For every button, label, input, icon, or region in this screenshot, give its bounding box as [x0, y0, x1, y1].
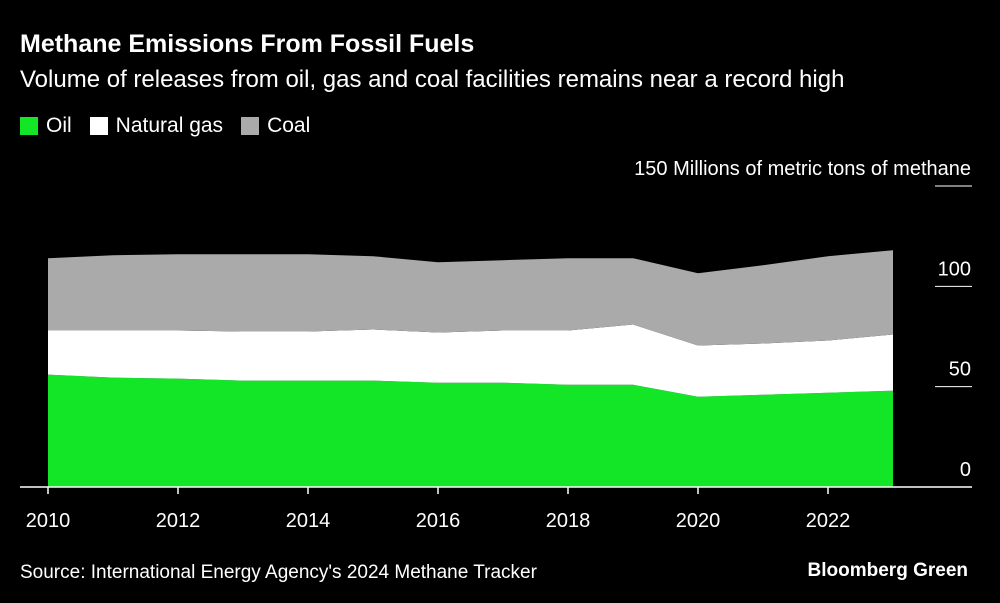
legend-swatch-natural-gas — [89, 117, 108, 135]
legend-label-coal: Coal — [267, 114, 311, 137]
y-tick-label-150: 150 Millions of metric tons of methane — [634, 158, 971, 180]
source-note: Source: International Energy Agency's 20… — [20, 562, 537, 583]
chart-title: Methane Emissions From Fossil Fuels — [20, 30, 475, 58]
x-tick-label-2014: 2014 — [286, 510, 331, 532]
legend-swatch-coal — [241, 117, 260, 135]
area-oil — [48, 374, 893, 487]
y-tick-label-0: 0 — [960, 459, 971, 481]
x-tick-label-2020: 2020 — [676, 510, 721, 532]
y-tick-label-50: 50 — [949, 359, 971, 381]
chart-subtitle: Volume of releases from oil, gas and coa… — [20, 66, 845, 93]
area-natural-gas — [48, 324, 893, 397]
y-tick-label-100: 100 — [938, 258, 971, 280]
x-tick-label-2010: 2010 — [26, 510, 71, 532]
brand-logo: Bloomberg Green — [807, 560, 968, 581]
x-tick-label-2018: 2018 — [546, 510, 591, 532]
legend-label-oil: Oil — [46, 114, 72, 137]
chart-legend: Oil Natural gas Coal — [20, 114, 328, 138]
legend-item-natural-gas: Natural gas — [89, 114, 224, 138]
x-tick-label-2012: 2012 — [156, 510, 201, 532]
legend-item-coal: Coal — [241, 114, 310, 138]
x-tick-label-2022: 2022 — [806, 510, 851, 532]
legend-item-oil: Oil — [20, 114, 72, 138]
legend-swatch-oil — [20, 117, 38, 135]
legend-label-natural-gas: Natural gas — [115, 114, 224, 137]
area-coal — [48, 250, 893, 346]
x-tick-label-2016: 2016 — [416, 510, 461, 532]
